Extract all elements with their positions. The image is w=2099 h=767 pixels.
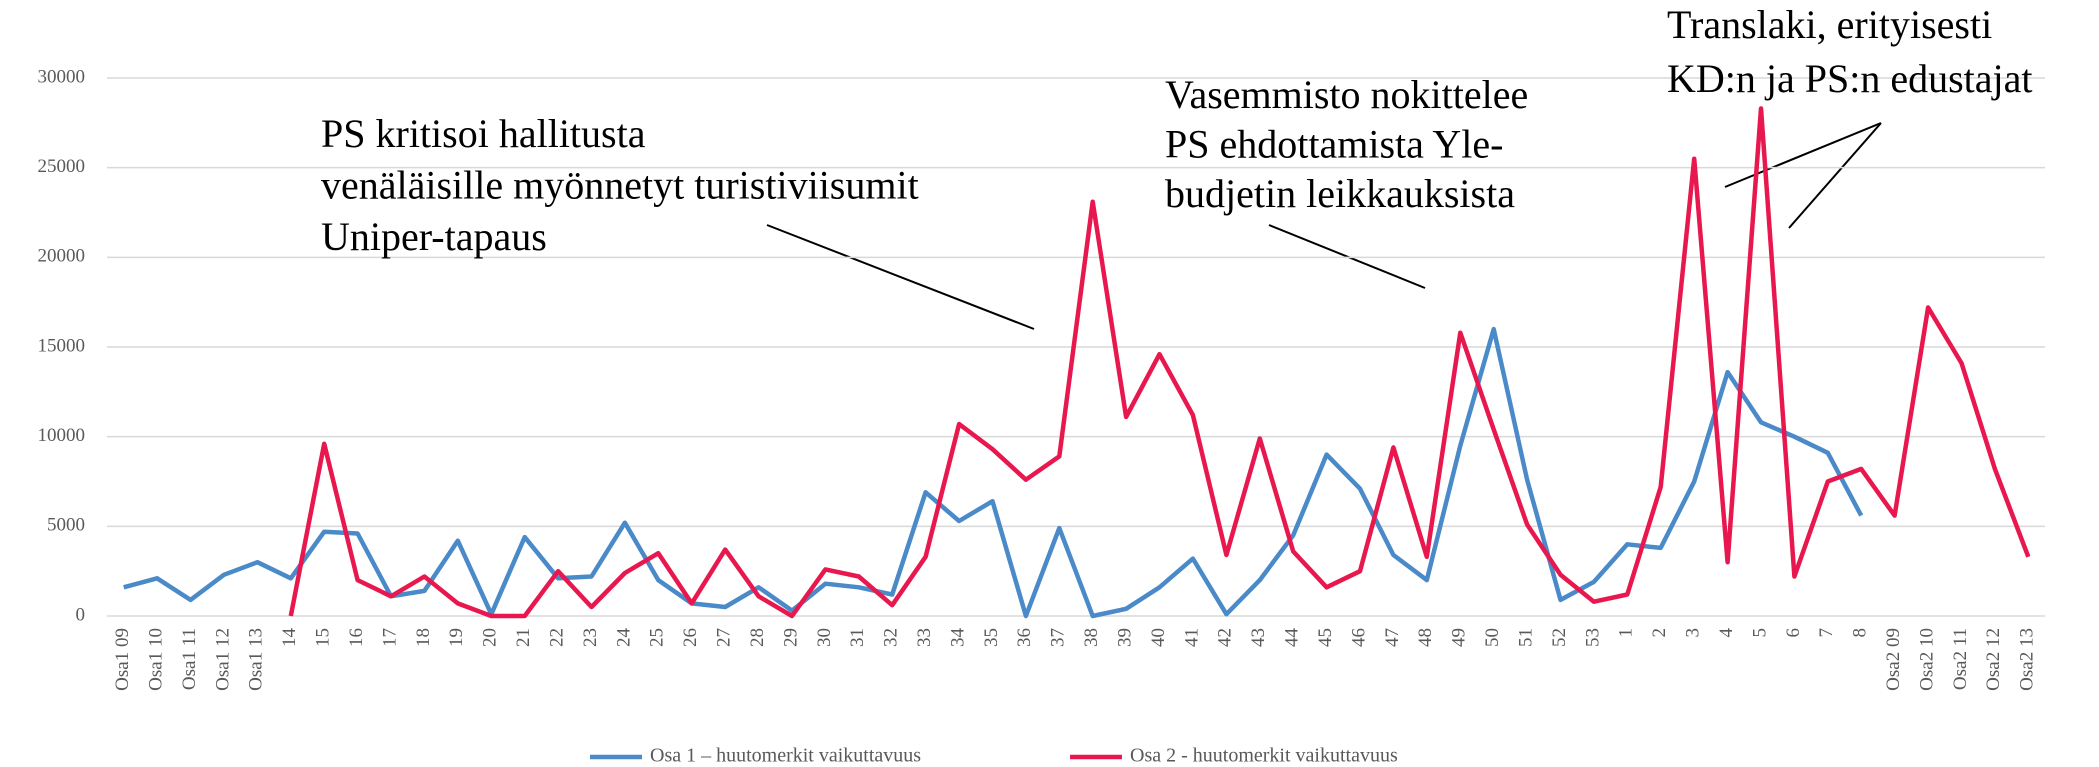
annotation: budjetin leikkauksista xyxy=(1165,171,1515,216)
x-tick-label: 27 xyxy=(714,628,735,647)
x-tick-label: 18 xyxy=(413,628,434,647)
x-tick-label: Osa1 09 xyxy=(112,628,133,691)
x-tick-label: Osa1 12 xyxy=(212,628,233,691)
x-tick-label: 53 xyxy=(1582,628,1603,647)
annotation: PS kritisoi hallitusta xyxy=(321,111,646,156)
legend-label: Osa 1 – huutomerkit vaikuttavuus xyxy=(650,745,921,767)
y-tick-label: 10000 xyxy=(38,425,86,446)
annotation: Translaki, erityisesti xyxy=(1667,2,1992,47)
x-tick-label: 39 xyxy=(1114,628,1135,647)
x-tick-label: 40 xyxy=(1148,628,1169,647)
x-tick-label: 38 xyxy=(1081,628,1102,647)
x-tick-label: 34 xyxy=(947,628,968,648)
annotation: KD:n ja PS:n edustajat xyxy=(1667,56,2033,101)
x-tick-label: 41 xyxy=(1181,628,1202,647)
series-line xyxy=(123,326,1864,619)
x-tick-label: 20 xyxy=(480,628,501,647)
y-tick-label: 25000 xyxy=(38,156,86,177)
x-tick-label: 28 xyxy=(747,628,768,647)
arrow xyxy=(1268,224,1426,289)
x-tick-label: 7 xyxy=(1816,628,1837,638)
legend-label: Osa 2 - huutomerkit vaikuttavuus xyxy=(1130,745,1398,767)
x-tick-label: 1 xyxy=(1616,628,1637,638)
y-tick-label: 20000 xyxy=(38,246,86,267)
x-tick-label: 35 xyxy=(981,628,1002,647)
x-tick-label: 36 xyxy=(1014,628,1035,647)
x-tick-label: 8 xyxy=(1850,628,1871,638)
x-tick-label: 32 xyxy=(881,628,902,647)
annotation-arrows xyxy=(766,122,1882,330)
x-tick-label: 37 xyxy=(1048,628,1069,647)
x-tick-label: 48 xyxy=(1415,628,1436,647)
x-tick-label: 2 xyxy=(1649,628,1670,638)
x-tick-label: 17 xyxy=(379,628,400,647)
x-tick-label: 24 xyxy=(613,628,634,648)
x-tick-label: Osa2 12 xyxy=(1983,628,2004,691)
x-tick-label: Osa2 11 xyxy=(1950,628,1971,690)
y-tick-label: 30000 xyxy=(38,66,86,87)
x-tick-label: 52 xyxy=(1549,628,1570,647)
x-tick-label: 51 xyxy=(1515,628,1536,647)
x-tick-label: 42 xyxy=(1215,628,1236,647)
x-tick-label: 44 xyxy=(1282,628,1303,648)
x-tick-label: 4 xyxy=(1716,628,1737,638)
x-tick-label: Osa1 11 xyxy=(179,628,200,690)
x-tick-label: 31 xyxy=(847,628,868,647)
x-tick-label: 14 xyxy=(279,628,300,648)
arrow xyxy=(1724,122,1882,188)
x-tick-label: 33 xyxy=(914,628,935,647)
x-tick-label: Osa1 10 xyxy=(145,628,166,691)
x-tick-label: Osa2 09 xyxy=(1883,628,1904,691)
y-tick-label: 0 xyxy=(76,604,86,625)
x-tick-label: 50 xyxy=(1482,628,1503,647)
x-tick-label: 23 xyxy=(580,628,601,647)
y-tick-label: 15000 xyxy=(38,335,86,356)
x-tick-label: Osa2 13 xyxy=(2017,628,2038,691)
x-tick-label: 49 xyxy=(1449,628,1470,647)
annotation: venäläisille myönnetyt turistiviisumit xyxy=(321,163,919,208)
x-tick-label: 45 xyxy=(1315,628,1336,647)
x-tick-label: 43 xyxy=(1248,628,1269,647)
x-tick-label: 47 xyxy=(1382,628,1403,647)
x-tick-label: 30 xyxy=(814,628,835,647)
annotation: Uniper-tapaus xyxy=(321,214,547,259)
x-tick-label: 15 xyxy=(313,628,334,647)
x-tick-label: 19 xyxy=(446,628,467,647)
x-tick-label: 6 xyxy=(1783,628,1804,638)
x-tick-label: Osa1 13 xyxy=(246,628,267,691)
x-tick-label: 21 xyxy=(513,628,534,647)
x-tick-label: 25 xyxy=(647,628,668,647)
arrow xyxy=(766,224,1035,330)
x-tick-label: Osa2 10 xyxy=(1916,628,1937,691)
arrow xyxy=(1788,122,1882,229)
x-tick-label: 16 xyxy=(346,628,367,647)
x-tick-label: 5 xyxy=(1749,628,1770,638)
x-tick-label: 3 xyxy=(1683,628,1704,638)
y-tick-label: 5000 xyxy=(47,515,85,536)
series-line xyxy=(288,106,2031,619)
x-tick-label: 22 xyxy=(546,628,567,647)
x-tick-label: 26 xyxy=(680,628,701,647)
x-tick-label: 29 xyxy=(780,628,801,647)
annotation: PS ehdottamista Yle- xyxy=(1165,122,1503,167)
x-tick-label: 46 xyxy=(1348,628,1369,647)
annotation: Vasemmisto nokittelee xyxy=(1165,72,1528,117)
